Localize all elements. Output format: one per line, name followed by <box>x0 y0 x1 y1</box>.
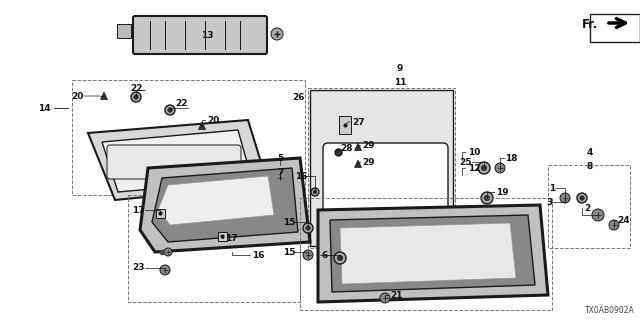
Circle shape <box>165 105 175 115</box>
Text: 29: 29 <box>362 140 374 149</box>
Text: 4: 4 <box>587 148 593 156</box>
Bar <box>218 231 227 241</box>
Text: 16: 16 <box>252 251 264 260</box>
Text: 18: 18 <box>505 154 518 163</box>
Bar <box>300 198 552 310</box>
Text: 15: 15 <box>284 247 296 257</box>
Text: 5: 5 <box>278 154 284 163</box>
Polygon shape <box>198 122 205 130</box>
Circle shape <box>168 108 172 112</box>
Polygon shape <box>318 205 548 302</box>
Circle shape <box>276 174 284 182</box>
Text: 20: 20 <box>207 116 220 124</box>
Circle shape <box>478 162 490 174</box>
Circle shape <box>481 192 493 204</box>
Text: 20: 20 <box>72 92 84 100</box>
FancyBboxPatch shape <box>133 16 267 54</box>
Circle shape <box>481 165 486 171</box>
Polygon shape <box>310 90 453 246</box>
Circle shape <box>275 160 285 170</box>
Bar <box>128 195 300 302</box>
Text: 21: 21 <box>390 291 403 300</box>
Circle shape <box>334 252 346 264</box>
Polygon shape <box>152 168 298 242</box>
Text: 13: 13 <box>202 30 214 39</box>
Text: 2: 2 <box>584 204 590 212</box>
Circle shape <box>164 248 172 256</box>
Circle shape <box>495 163 505 173</box>
Text: 9: 9 <box>397 63 403 73</box>
Bar <box>156 209 164 218</box>
Text: 28: 28 <box>340 143 353 153</box>
Circle shape <box>278 163 282 167</box>
Text: 11: 11 <box>394 77 406 86</box>
Circle shape <box>160 265 170 275</box>
Polygon shape <box>355 143 362 150</box>
Polygon shape <box>102 130 252 192</box>
Polygon shape <box>140 158 310 252</box>
FancyBboxPatch shape <box>107 145 241 179</box>
Text: 12: 12 <box>468 164 481 172</box>
Text: 7: 7 <box>278 167 284 177</box>
Text: 14: 14 <box>38 103 51 113</box>
Text: 19: 19 <box>496 188 509 196</box>
Polygon shape <box>340 223 516 284</box>
Circle shape <box>131 92 141 102</box>
Bar <box>117 24 131 38</box>
Circle shape <box>592 209 604 221</box>
Polygon shape <box>100 92 108 100</box>
Polygon shape <box>88 120 268 200</box>
FancyBboxPatch shape <box>323 143 448 233</box>
Bar <box>548 165 630 248</box>
Circle shape <box>609 220 619 230</box>
Circle shape <box>311 188 319 196</box>
Circle shape <box>337 255 342 261</box>
Circle shape <box>303 250 313 260</box>
Circle shape <box>580 196 584 200</box>
Circle shape <box>560 193 570 203</box>
Text: 25: 25 <box>460 157 472 166</box>
Text: 15: 15 <box>284 218 296 227</box>
Text: 1: 1 <box>548 183 555 193</box>
Text: Fr.: Fr. <box>582 18 598 30</box>
Circle shape <box>306 226 310 230</box>
Text: 29: 29 <box>362 157 374 166</box>
Polygon shape <box>330 215 535 292</box>
Polygon shape <box>158 176 274 225</box>
Text: 24: 24 <box>617 215 630 225</box>
Polygon shape <box>355 160 362 167</box>
Text: 22: 22 <box>130 84 143 92</box>
Text: 8: 8 <box>587 162 593 171</box>
Circle shape <box>577 193 587 203</box>
Text: 6: 6 <box>322 251 328 260</box>
Bar <box>339 116 351 134</box>
Circle shape <box>303 223 313 233</box>
Circle shape <box>484 195 490 201</box>
Text: 26: 26 <box>292 92 305 101</box>
Circle shape <box>271 28 283 40</box>
Text: 27: 27 <box>352 117 365 126</box>
Text: 3: 3 <box>547 197 553 206</box>
Circle shape <box>380 293 390 303</box>
Text: 17: 17 <box>132 205 145 214</box>
Bar <box>590 14 640 42</box>
Text: 23: 23 <box>132 263 145 273</box>
Text: 10: 10 <box>468 148 481 156</box>
Text: 16: 16 <box>296 172 308 180</box>
Text: 17: 17 <box>225 234 237 243</box>
Circle shape <box>134 95 138 99</box>
Bar <box>72 80 305 195</box>
Text: 22: 22 <box>175 99 188 108</box>
Bar <box>308 88 455 248</box>
Circle shape <box>313 190 317 194</box>
Text: TX0AB0902A: TX0AB0902A <box>585 306 635 315</box>
